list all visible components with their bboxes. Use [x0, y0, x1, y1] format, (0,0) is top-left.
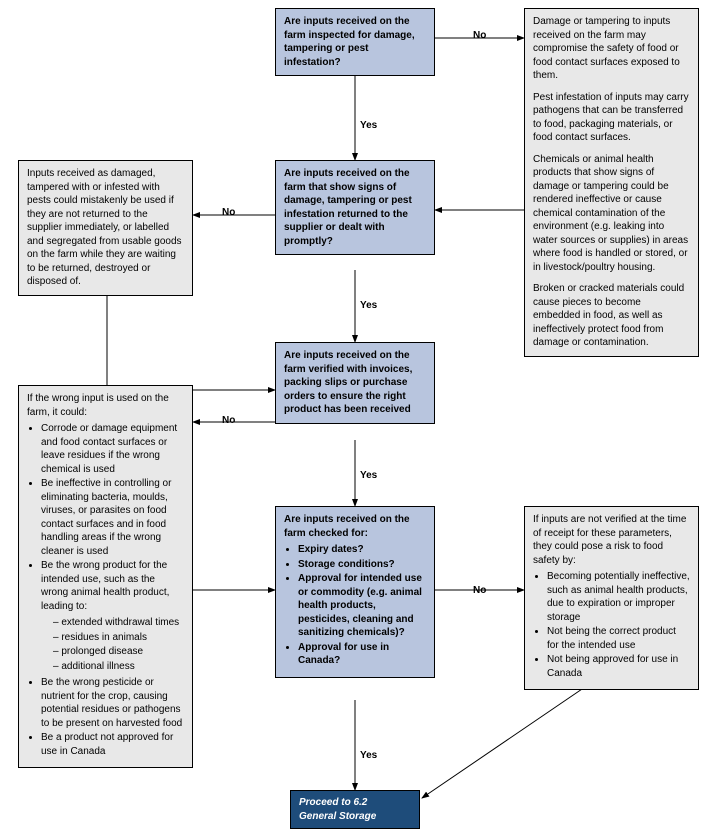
info-paragraph: Broken or cracked materials could cause …: [533, 282, 690, 350]
info-list: Becoming potentially ineffective, such a…: [533, 570, 690, 680]
list-item: Becoming potentially ineffective, such a…: [547, 570, 690, 624]
info-paragraph: Pest infestation of inputs may carry pat…: [533, 91, 690, 145]
terminal-line1: Proceed to 6.2: [299, 796, 411, 810]
decision-q2: Are inputs received on the farm that sho…: [275, 160, 435, 255]
decision-q4: Are inputs received on the farm checked …: [275, 506, 435, 678]
list-item: Be ineffective in controlling or elimina…: [41, 477, 184, 558]
decision-q3-text: Are inputs received on the farm verified…: [284, 350, 412, 415]
list-item: Not being the correct product for the in…: [547, 625, 690, 652]
info-intro: If the wrong input is used on the farm, …: [27, 392, 184, 419]
list-item: Storage conditions?: [298, 558, 426, 572]
info-paragraph: Inputs received as damaged, tampered wit…: [27, 167, 184, 289]
edge-label-yes: Yes: [360, 120, 377, 131]
decision-q3: Are inputs received on the farm verified…: [275, 342, 435, 424]
info-box-1: Damage or tampering to inputs received o…: [524, 8, 699, 357]
terminal-proceed: Proceed to 6.2 General Storage: [290, 790, 420, 829]
list-item: Expiry dates?: [298, 543, 426, 557]
info-paragraph: Chemicals or animal health products that…: [533, 153, 690, 275]
edge-label-no: No: [473, 585, 486, 596]
list-item: Approval for use in Canada?: [298, 641, 426, 668]
edge-label-yes: Yes: [360, 470, 377, 481]
list-item: Be a product not approved for use in Can…: [41, 731, 184, 758]
info-paragraph: Damage or tampering to inputs received o…: [533, 15, 690, 83]
decision-q2-text: Are inputs received on the farm that sho…: [284, 168, 412, 247]
info-intro: If inputs are not verified at the time o…: [533, 513, 690, 567]
info-list: Corrode or damage equipment and food con…: [27, 422, 184, 758]
info-box-4: If inputs are not verified at the time o…: [524, 506, 699, 690]
list-item: extended withdrawal times: [53, 616, 184, 630]
edge-label-no: No: [473, 30, 486, 41]
info-box-2: Inputs received as damaged, tampered wit…: [18, 160, 193, 296]
list-item: Not being approved for use in Canada: [547, 653, 690, 680]
list-item: Be the wrong pesticide or nutrient for t…: [41, 676, 184, 730]
edge-label-yes: Yes: [360, 750, 377, 761]
list-item: residues in animals: [53, 631, 184, 645]
edge-label-no: No: [222, 415, 235, 426]
info-sublist: extended withdrawal timesresidues in ani…: [41, 616, 184, 673]
decision-q1: Are inputs received on the farm inspecte…: [275, 8, 435, 76]
list-item: Corrode or damage equipment and food con…: [41, 422, 184, 476]
list-item: prolonged disease: [53, 645, 184, 659]
decision-q4-list: Expiry dates?Storage conditions?Approval…: [284, 543, 426, 668]
edge-label-no: No: [222, 207, 235, 218]
list-item: Approval for intended use or commodity (…: [298, 572, 426, 640]
info-box-3: If the wrong input is used on the farm, …: [18, 385, 193, 768]
list-item: Be the wrong product for the intended us…: [41, 559, 184, 673]
edge-label-yes: Yes: [360, 300, 377, 311]
terminal-line2: General Storage: [299, 810, 411, 824]
decision-q4-intro: Are inputs received on the farm checked …: [284, 514, 410, 539]
list-item: additional illness: [53, 660, 184, 674]
decision-q1-text: Are inputs received on the farm inspecte…: [284, 16, 415, 68]
